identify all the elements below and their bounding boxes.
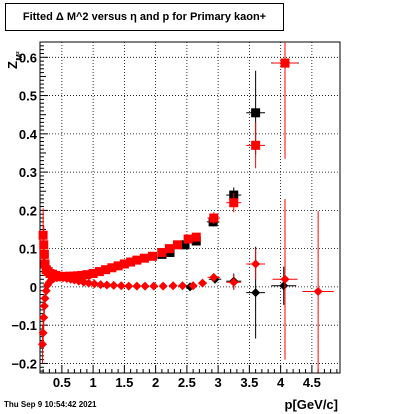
data-point-diamond <box>89 279 99 289</box>
x-tick-label: 4 <box>277 375 285 390</box>
data-point-square <box>101 265 111 275</box>
data-point-diamond <box>109 280 119 290</box>
data-point-square <box>107 263 117 273</box>
data-point-square <box>126 257 136 267</box>
red-diamond-series <box>38 198 334 372</box>
y-tick-label: 0 <box>30 280 37 295</box>
data-point-diamond <box>168 281 178 291</box>
data-point-diamond <box>188 281 198 291</box>
x-tick-label: 3.5 <box>240 375 258 390</box>
data-point-diamond <box>102 280 112 290</box>
data-point-diamond <box>96 280 106 290</box>
data-point-diamond <box>132 281 142 291</box>
data-point-diamond <box>251 259 261 269</box>
data-point-square <box>251 108 261 118</box>
data-point-square <box>191 232 201 242</box>
data-point-square <box>119 259 129 269</box>
data-point-square <box>229 198 239 208</box>
data-point-diamond <box>39 313 49 323</box>
data-point-diamond <box>116 281 126 291</box>
data-point-square <box>132 255 142 265</box>
data-point-diamond <box>279 281 289 291</box>
y-axis-title: Z M² <box>5 51 24 69</box>
data-point-diamond <box>229 277 239 287</box>
x-tick-label: 3 <box>215 375 222 390</box>
data-point-diamond <box>38 328 48 338</box>
y-tick-label: 0.3 <box>19 165 37 180</box>
y-tick-label: 0.4 <box>19 127 38 142</box>
data-point-square <box>251 140 261 150</box>
data-point-diamond <box>39 301 49 311</box>
data-point-square <box>173 240 182 250</box>
x-tick-label: 1.5 <box>115 375 133 390</box>
x-tick-label: 1 <box>90 375 97 390</box>
data-point-square <box>88 269 98 279</box>
data-point-diamond <box>198 278 207 288</box>
data-point-diamond <box>178 281 187 291</box>
data-point-square <box>38 230 48 240</box>
x-tick-label: 2.5 <box>178 375 196 390</box>
data-point-square <box>39 240 49 250</box>
chart-title: Fitted Δ M^2 versus η and p for Primary … <box>5 3 284 31</box>
data-point-diamond <box>140 281 150 291</box>
data-point-square <box>40 259 50 269</box>
y-axis-title-main: Z <box>5 61 20 69</box>
data-point-diamond <box>84 278 94 288</box>
y-axis-title-sub: M² <box>15 51 24 61</box>
y-tick-label: 0.6 <box>19 50 37 65</box>
tick-labels: 0.5 1 1.5 2 2.5 3 3.5 4 4.5 −0.2 −0.1 0 0.1 0.2 0.3 0.4… <box>11 50 321 390</box>
data-point-diamond <box>38 339 47 349</box>
red-square-series <box>38 42 298 282</box>
x-tick-label: 4.5 <box>303 375 321 390</box>
data-point-square <box>157 247 167 257</box>
data-point-square <box>280 58 290 68</box>
x-tick-label: 0.5 <box>53 375 71 390</box>
x-tick-label: 2 <box>152 375 159 390</box>
data-point-diamond <box>209 272 219 282</box>
data-point-square <box>39 249 49 259</box>
x-axis-title: p[GeV/c] <box>285 397 338 412</box>
data-point-square <box>164 244 174 254</box>
data-point-square <box>148 251 157 261</box>
timestamp: Thu Sep 9 10:54:42 2021 <box>4 400 97 409</box>
data-point-square <box>209 213 219 223</box>
y-tick-label: −0.1 <box>11 318 37 333</box>
data-point-diamond <box>251 288 261 298</box>
data-point-square <box>94 267 104 277</box>
y-tick-label: −0.2 <box>11 356 37 371</box>
data-point-square <box>180 240 190 250</box>
data-point-square <box>139 253 149 263</box>
data-point-square <box>77 270 87 280</box>
data-point-diamond <box>124 281 134 291</box>
data-point-square <box>82 270 92 280</box>
y-tick-label: 0.2 <box>19 203 37 218</box>
data-point-diamond <box>149 281 159 291</box>
data-point-square <box>183 234 193 244</box>
y-tick-label: 0.1 <box>19 242 37 257</box>
data-point-diamond <box>158 281 168 291</box>
data-point-diamond <box>40 293 50 303</box>
data-series <box>38 42 334 372</box>
data-point-square <box>113 261 123 271</box>
data-point-diamond <box>313 286 323 296</box>
plot-frame <box>39 41 341 374</box>
y-tick-label: 0.5 <box>19 89 37 104</box>
data-point-diamond <box>280 274 290 284</box>
